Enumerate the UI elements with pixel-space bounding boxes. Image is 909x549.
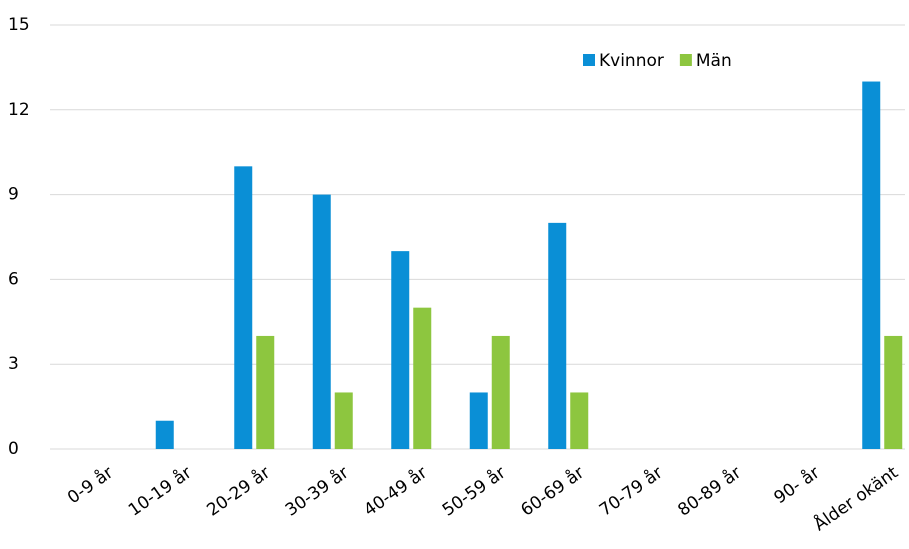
x-tick-label: 50-59 år [438,462,509,521]
bar [862,81,881,450]
x-tick-label: 60-69 år [517,462,588,521]
x-tick-label: 90- år [770,462,823,508]
legend-swatch [679,54,692,66]
legend-label: Kvinnor [599,51,664,71]
y-tick-label: 3 [8,354,19,374]
legend-label: Män [696,51,732,71]
x-tick-label: Ålder okänt [809,461,902,535]
bar [391,251,410,449]
bar [256,335,275,449]
bar [413,307,432,449]
legend-swatch [583,54,595,66]
bar [234,166,253,450]
y-tick-label: 12 [8,100,30,120]
bar [155,420,174,449]
x-tick-label: 70-79 år [595,462,666,521]
bar [334,392,353,449]
x-tick-label: 0-9 år [64,462,117,508]
x-tick-label: 20-29 år [203,462,274,521]
bar [312,194,331,449]
bar [884,335,903,449]
bar [491,335,510,449]
bar [570,392,589,449]
y-tick-label: 0 [8,439,19,459]
x-tick-label: 80-89 år [674,462,745,521]
bar [548,222,567,449]
x-tick-label: 30-39 år [281,462,352,521]
x-tick-label: 40-49 år [360,462,431,521]
y-tick-label: 6 [8,269,19,289]
x-tick-label: 10-19 år [124,462,195,521]
y-tick-label: 9 [8,185,19,205]
bar [469,392,488,449]
y-tick-label: 15 [8,15,30,35]
